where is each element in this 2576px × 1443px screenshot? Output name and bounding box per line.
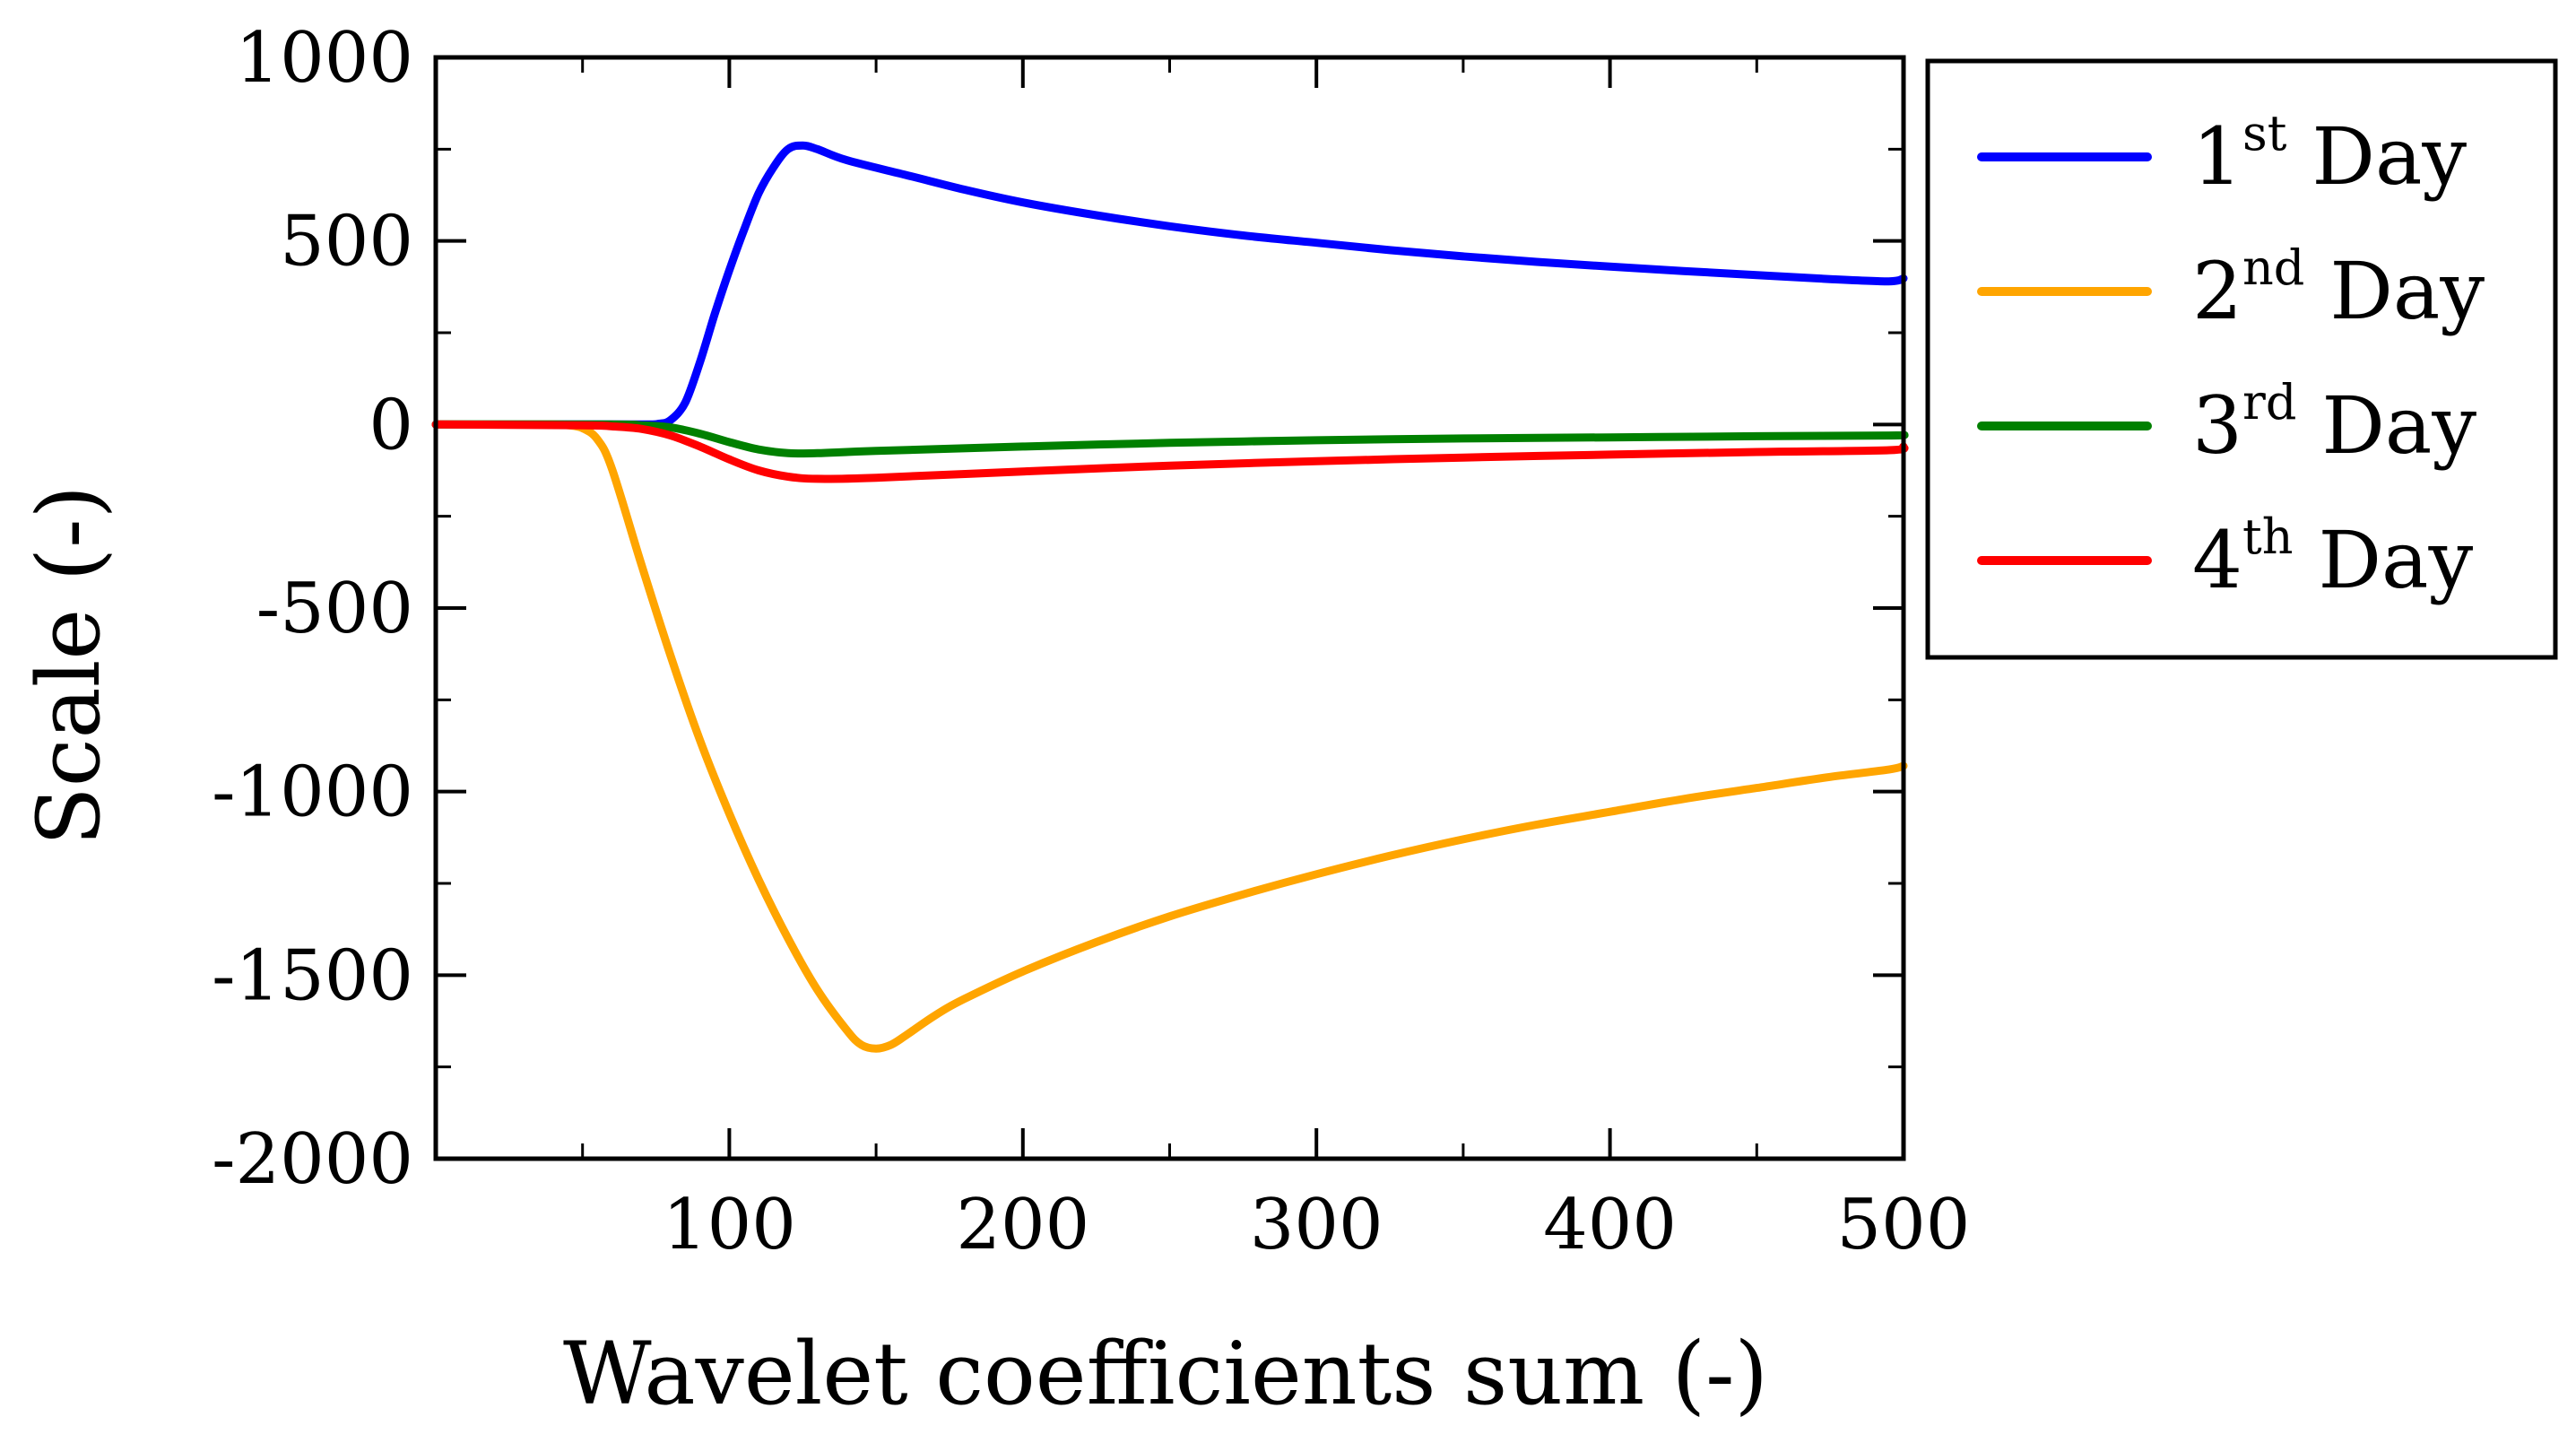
- y-axis-label: Scale (-): [19, 485, 119, 846]
- tick-labels: 100 200 300 400 500 1000 500 0 -500 -1000 -1500 -20…: [212, 18, 1970, 1265]
- y-tick-label: 1000: [235, 18, 413, 99]
- x-tick-label: 200: [956, 1185, 1089, 1265]
- legend-label-1st-day: 1st Day: [2192, 105, 2467, 203]
- series-line-3rd-day: [431, 420, 1909, 458]
- x-tick-label: 500: [1837, 1185, 1971, 1265]
- series-line-2nd-day: [431, 420, 1908, 1053]
- y-tick-label: 500: [280, 202, 413, 283]
- legend-label-2nd-day: 2nd Day: [2192, 239, 2485, 337]
- x-tick-label: 400: [1543, 1185, 1677, 1265]
- legend-items: 1st Day 2nd Day 3rd Day 4th Day: [1977, 105, 2485, 606]
- series-line-1st-day: [431, 141, 1908, 429]
- x-tick-label: 300: [1250, 1185, 1383, 1265]
- y-tick-label: -1500: [212, 935, 413, 1016]
- y-tick-label: -2000: [212, 1119, 413, 1200]
- legend: 1st Day 2nd Day 3rd Day 4th Day: [1925, 58, 2558, 660]
- legend-label-3rd-day: 3rd Day: [2192, 374, 2476, 472]
- series-line-4th-day: [431, 420, 1909, 483]
- legend-label-4th-day: 4th Day: [2192, 509, 2473, 606]
- y-tick-label: -1000: [212, 752, 413, 833]
- y-tick-label: 0: [369, 385, 413, 465]
- x-tick-label: 100: [663, 1185, 796, 1265]
- series-layer: [431, 141, 1909, 1053]
- plot-frame: [433, 55, 1906, 1161]
- x-axis-label: Wavelet coefficients sum (-): [563, 1324, 1768, 1424]
- y-tick-label: -500: [256, 569, 413, 649]
